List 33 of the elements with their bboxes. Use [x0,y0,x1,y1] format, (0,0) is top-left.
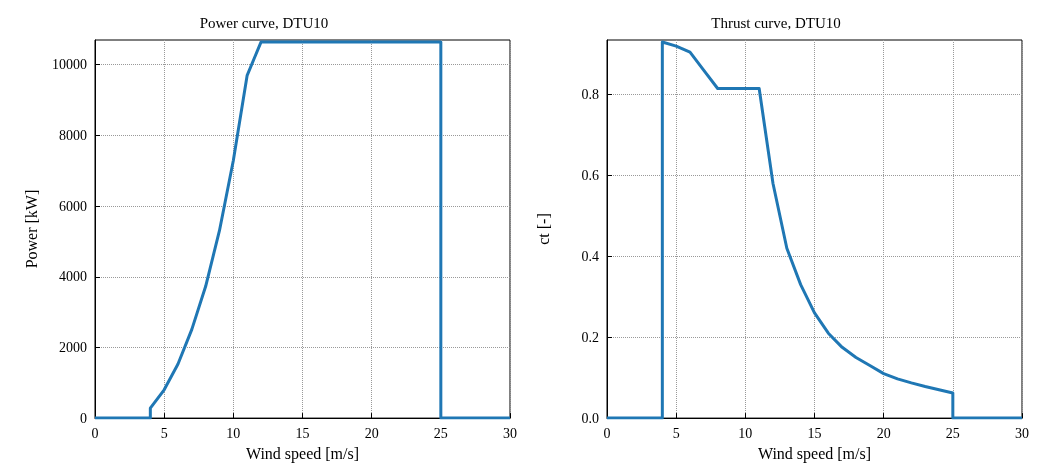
x-tick-label: 25 [945,425,960,441]
x-tick-label: 5 [160,425,168,441]
chart-title: Power curve, DTU10 [199,14,329,31]
y-tick-label: 0.2 [581,329,599,345]
y-tick-label: 0.8 [581,87,599,103]
x-axis-title: Wind speed [m/s] [245,444,360,463]
y-tick-label: 0 [80,410,87,426]
y-tick-label: 4000 [59,269,87,285]
x-axis-title: Wind speed [m/s] [757,444,872,463]
line-series [93,40,512,420]
x-tick-label: 0 [91,425,99,441]
x-tick-label: 25 [433,425,448,441]
y-axis-title: ct [-] [534,213,552,245]
y-tick-label: 0.0 [581,410,599,426]
y-tick-label: 2000 [59,339,87,355]
x-tick-label: 10 [226,425,241,441]
y-tick-label: 0.4 [581,248,599,264]
chart-title: Thrust curve, DTU10 [711,14,841,31]
x-tick-label: 30 [503,425,517,441]
x-tick-label: 15 [807,425,822,441]
y-tick-label: 8000 [59,127,87,143]
y-tick-label: 10000 [52,57,87,73]
x-tick-label: 15 [295,425,310,441]
line-series [605,40,1024,420]
y-tick-label: 0.6 [581,167,599,183]
y-tick-label: 6000 [59,198,87,214]
y-axis-title: Power [kW] [22,189,40,269]
x-tick-label: 0 [603,425,611,441]
x-tick-label: 30 [1015,425,1029,441]
x-tick-label: 20 [876,425,891,441]
x-tick-label: 5 [672,425,680,441]
x-tick-label: 10 [738,425,753,441]
x-tick-label: 20 [364,425,379,441]
